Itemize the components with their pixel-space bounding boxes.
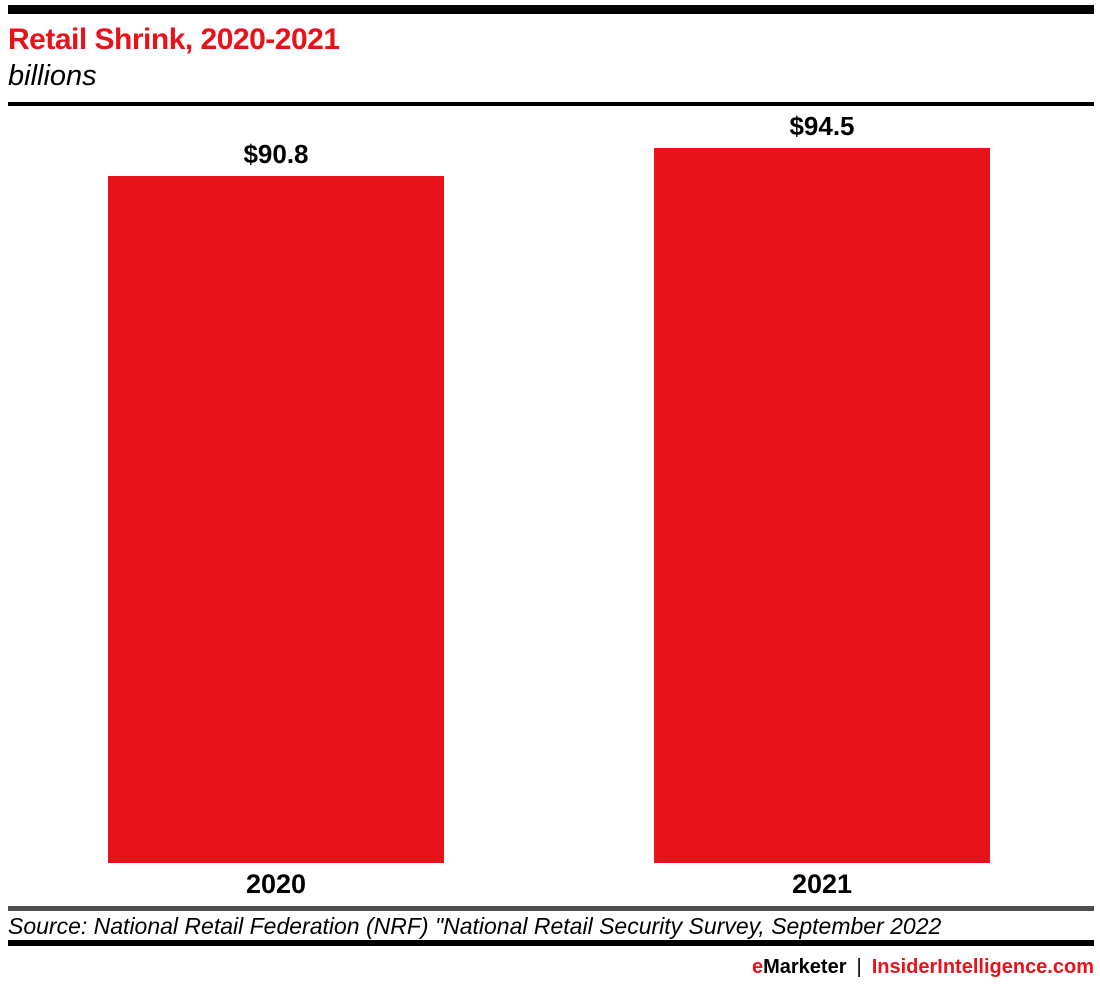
insider-intelligence-link: InsiderIntelligence.com [871,955,1094,978]
chart-page: Retail Shrink, 2020-2021 billions $90.8 2… [0,5,1100,997]
bar [108,175,444,863]
source-divider [8,905,1094,911]
bar-value-label: $94.5 [789,110,855,141]
bar-column: $90.8 2020 [108,141,444,906]
bar-column: $94.5 2021 [654,113,990,906]
top-accent-bar [8,5,1094,14]
category-label: 2020 [245,868,307,899]
chart-title: Retail Shrink, 2020-2021 [8,23,340,56]
emarketer-logo-e: e [751,955,764,978]
source-note: Source: National Retail Federation (NRF)… [8,912,942,939]
chart-header: Retail Shrink, 2020-2021 billions [0,23,1100,93]
header-divider [8,101,1094,106]
footer-divider [8,939,1094,946]
emarketer-logo-marketer: Marketer [763,955,847,978]
category-label: 2021 [791,868,853,899]
chart-subtitle: billions [8,59,97,92]
bar-chart-plot: $90.8 2020 $94.5 2021 [0,106,1100,906]
bar-value-label: $90.8 [243,138,309,169]
branding-separator: | [856,955,862,978]
bar [654,147,990,863]
branding-footer: eMarketer | InsiderIntelligence.com [8,953,1094,981]
emarketer-logo: eMarketer [752,956,847,978]
